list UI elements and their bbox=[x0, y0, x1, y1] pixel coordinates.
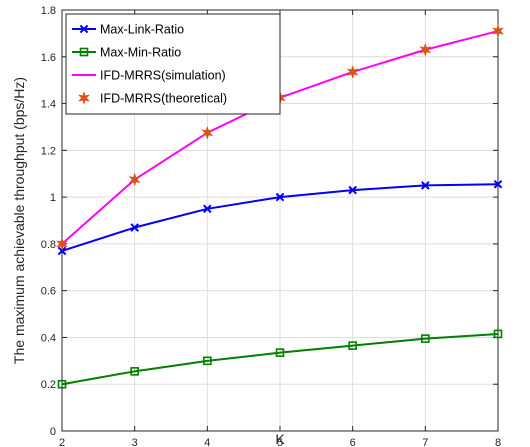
legend-entry-max-min-ratio: Max-Min-Ratio bbox=[72, 46, 181, 60]
x-tick-label: 5 bbox=[277, 437, 283, 447]
legend-label: Max-Link-Ratio bbox=[100, 23, 184, 37]
data-point-ifd-mrrs-theoretical bbox=[201, 125, 214, 140]
x-tick-label: 7 bbox=[422, 437, 428, 447]
data-point-max-link-ratio bbox=[275, 192, 285, 202]
data-point-max-min-ratio bbox=[203, 356, 212, 366]
series-max-min-ratio bbox=[57, 329, 503, 389]
legend-label: Max-Min-Ratio bbox=[100, 46, 181, 60]
data-point-ifd-mrrs-theoretical bbox=[419, 42, 432, 57]
x-marker-stroke bbox=[421, 181, 430, 190]
y-tick-label: 0.8 bbox=[41, 239, 56, 251]
data-point-ifd-mrrs-theoretical bbox=[491, 24, 505, 39]
legend-box bbox=[65, 13, 281, 115]
x-tick-label: 4 bbox=[204, 437, 210, 447]
x-marker-stroke bbox=[57, 246, 67, 256]
data-point-max-link-ratio bbox=[130, 223, 139, 232]
data-point-max-min-ratio bbox=[130, 367, 139, 376]
x-tick-label: 6 bbox=[350, 437, 356, 447]
data-point-max-min-ratio bbox=[57, 379, 67, 389]
x-marker-stroke bbox=[130, 223, 139, 232]
x-axis-label: K bbox=[275, 431, 285, 447]
y-tick-label: 0.6 bbox=[41, 286, 56, 298]
data-point-ifd-mrrs-theoretical bbox=[346, 64, 359, 79]
x-marker-stroke bbox=[493, 179, 503, 189]
x-marker-stroke bbox=[79, 24, 89, 34]
data-point-max-min-ratio bbox=[275, 348, 285, 357]
data-point-max-link-ratio bbox=[348, 185, 357, 195]
data-point-max-link-ratio bbox=[421, 181, 430, 190]
series-max-link-ratio bbox=[57, 179, 503, 256]
x-marker-stroke bbox=[275, 192, 285, 202]
x-tick-label: 2 bbox=[59, 437, 65, 447]
y-tick-label: 1.4 bbox=[41, 99, 56, 111]
y-axis-label: The maximum achievable throughput (bps/H… bbox=[11, 77, 27, 364]
y-tick-label: 1.2 bbox=[41, 145, 56, 157]
y-tick-label: 0.4 bbox=[41, 332, 56, 344]
data-point-max-min-ratio bbox=[421, 334, 430, 343]
legend-entry-ifd-mrrs-theoretical: IFD-MRRS(theoretical) bbox=[77, 91, 227, 106]
x-tick-label: 8 bbox=[495, 437, 501, 447]
series-line-max-min-ratio bbox=[61, 332, 499, 386]
legend-label: IFD-MRRS(theoretical) bbox=[100, 92, 227, 106]
x-marker-stroke bbox=[348, 185, 357, 195]
legend-entry-max-link-ratio: Max-Link-Ratio bbox=[72, 23, 184, 37]
axis-ticks: 2 3 4 5 6 7 8 0 0.2 0.4 0.6 0.8 1 1.2 1.4 1.6 1.8 bbox=[41, 5, 501, 447]
x-tick-label: 3 bbox=[132, 437, 138, 447]
legend: Max-Link-Ratio Max-Min-Ratio IFD-MRRS(simu… bbox=[65, 13, 281, 115]
y-tick-label: 0.2 bbox=[41, 379, 56, 391]
legend-swatch-marker bbox=[79, 24, 89, 34]
y-tick-label: 1.6 bbox=[41, 52, 56, 64]
y-tick-label: 1.8 bbox=[41, 5, 56, 17]
legend-swatch-marker bbox=[77, 91, 91, 105]
data-point-max-link-ratio bbox=[203, 204, 212, 214]
legend-label: IFD-MRRS(simulation) bbox=[100, 69, 226, 83]
legend-entry-ifd-mrrs-simulation: IFD-MRRS(simulation) bbox=[72, 69, 226, 83]
legend-swatch-marker bbox=[79, 47, 89, 57]
y-tick-label: 1 bbox=[50, 192, 56, 204]
data-point-max-link-ratio bbox=[57, 246, 67, 256]
data-point-max-min-ratio bbox=[493, 329, 503, 339]
data-point-max-link-ratio bbox=[493, 179, 503, 189]
data-point-ifd-mrrs-theoretical bbox=[55, 236, 69, 251]
y-tick-label: 0 bbox=[50, 426, 56, 438]
data-point-max-min-ratio bbox=[348, 341, 357, 350]
x-marker-stroke bbox=[203, 204, 212, 214]
data-point-ifd-mrrs-theoretical bbox=[128, 172, 141, 187]
